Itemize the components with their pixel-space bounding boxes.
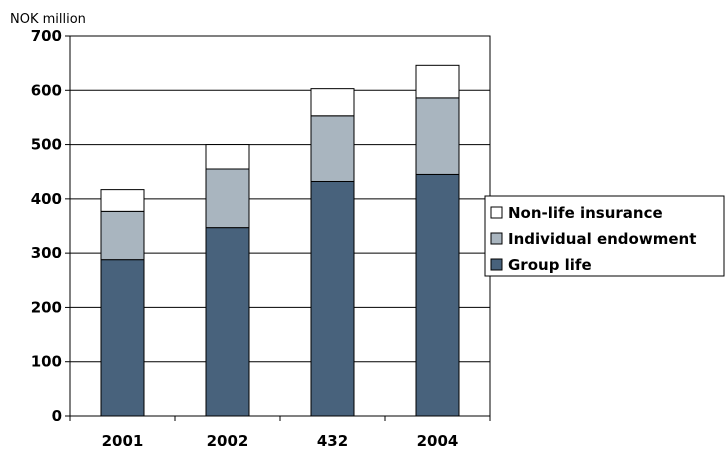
x-tick-label: 432 [317, 432, 348, 450]
legend-swatch [490, 206, 503, 219]
legend-label: Individual endowment [508, 230, 696, 248]
bars [100, 64, 460, 417]
legend: Non-life insurance Individual endowment Gr… [484, 195, 725, 277]
legend-box [484, 195, 725, 277]
bar-segment [205, 168, 250, 229]
bar-segment [415, 97, 460, 175]
bar-segment [100, 210, 145, 261]
y-tick-label: 100 [31, 353, 62, 371]
bar-segment [100, 189, 145, 212]
legend-swatch [490, 258, 503, 271]
legend-label: Group life [508, 256, 592, 274]
x-tick-label: 2001 [102, 432, 144, 450]
bar-segment [100, 259, 145, 417]
bar-segment [310, 88, 355, 117]
legend-swatch [490, 232, 503, 245]
x-axis: 2001 2002 432 2004 [69, 416, 491, 450]
y-tick-label: 400 [31, 190, 62, 208]
bar-segment [205, 227, 250, 417]
y-tick-label: 600 [31, 81, 62, 99]
y-tick-label: 300 [31, 244, 62, 262]
bar-segment [205, 144, 250, 170]
bar-segment [415, 173, 460, 417]
y-tick-label: 500 [31, 136, 62, 154]
bar-segment [310, 115, 355, 182]
bar-segment [310, 180, 355, 417]
unit-label: NOK million [10, 12, 86, 27]
x-tick-label: 2004 [417, 432, 459, 450]
bar-segment [415, 64, 460, 99]
legend-label: Non-life insurance [508, 204, 663, 222]
y-tick-label: 200 [31, 298, 62, 316]
y-axis: 0 100 200 300 400 500 600 700 [31, 27, 70, 425]
y-tick-label: 0 [52, 407, 62, 425]
x-tick-label: 2002 [207, 432, 249, 450]
y-tick-label: 700 [31, 27, 62, 45]
